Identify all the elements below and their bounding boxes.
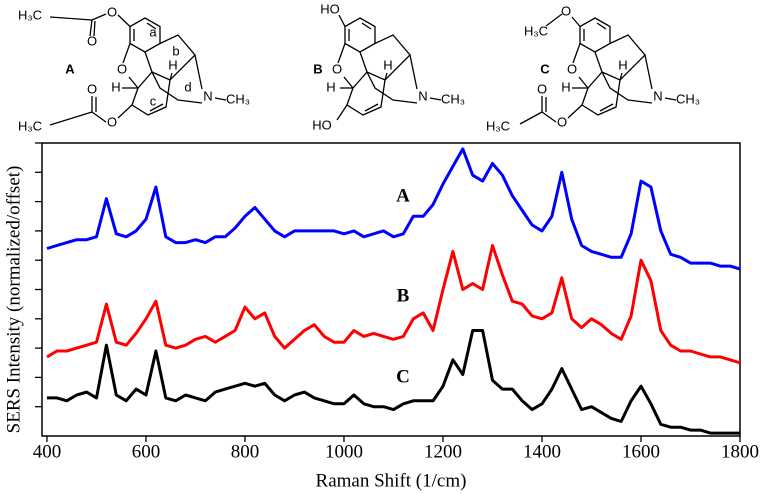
atom-label: N — [653, 88, 662, 103]
atom-label: O — [567, 61, 577, 76]
series-label: A — [396, 185, 410, 206]
atom-label: CH₃ — [226, 91, 250, 106]
x-tick-label: 1200 — [424, 441, 462, 462]
atom-label: H₃C — [524, 23, 548, 38]
atom-label: HO — [320, 1, 340, 16]
atom-label: O — [561, 3, 571, 18]
atom-label: b — [172, 43, 179, 58]
series-label: C — [396, 366, 410, 387]
atom-label: O — [117, 61, 127, 76]
y-axis-label: SERS Intensity (normalized/offset) — [3, 166, 24, 434]
atom-label: HO — [312, 117, 332, 132]
atom-label: H — [111, 79, 120, 94]
x-tick-label: 600 — [132, 441, 161, 462]
structure-label: C — [540, 61, 550, 76]
atom-label: a — [149, 24, 157, 39]
atom-label: H — [383, 57, 392, 72]
x-axis-label: Raman Shift (1/cm) — [316, 470, 467, 491]
atom-label: N — [418, 88, 427, 103]
atom-label: O — [557, 114, 567, 129]
skeleton-b — [336, 14, 442, 121]
atom-label: O — [87, 33, 97, 48]
atom-label: H — [326, 79, 335, 94]
atom-label: H — [618, 57, 627, 72]
structure-label: A — [65, 61, 75, 76]
x-tick-label: 1000 — [325, 441, 363, 462]
spectrum-line — [46, 244, 741, 365]
atom-label: O — [537, 81, 547, 96]
atom-label: c — [150, 93, 157, 108]
atom-label: H — [168, 57, 177, 72]
atom-label: N — [203, 88, 212, 103]
skeleton-c — [519, 13, 677, 125]
x-tick-label: 1400 — [523, 441, 561, 462]
atom-label: H₃C — [18, 118, 42, 133]
atom-label: CH₃ — [441, 91, 465, 106]
atom-label: CH₃ — [676, 91, 700, 106]
structure-label: B — [313, 61, 322, 76]
x-tick-label: 1800 — [721, 441, 759, 462]
atom-label: O — [332, 61, 342, 76]
atom-label: H — [561, 79, 570, 94]
atom-label: O — [87, 81, 97, 96]
atom-label: H₃C — [18, 7, 42, 22]
x-tick-label: 1600 — [622, 441, 660, 462]
atom-label: d — [184, 79, 191, 94]
atom-label: H₃C — [486, 118, 510, 133]
spectrum-line — [47, 329, 740, 435]
series-label: B — [397, 285, 410, 306]
atom-label: O — [107, 114, 117, 129]
atom-label: O — [107, 4, 117, 19]
x-tick-label: 400 — [33, 441, 62, 462]
x-tick-label: 800 — [231, 441, 260, 462]
substituents-a — [49, 13, 138, 126]
spectrum-line — [46, 147, 741, 271]
skeleton-a — [122, 17, 227, 116]
